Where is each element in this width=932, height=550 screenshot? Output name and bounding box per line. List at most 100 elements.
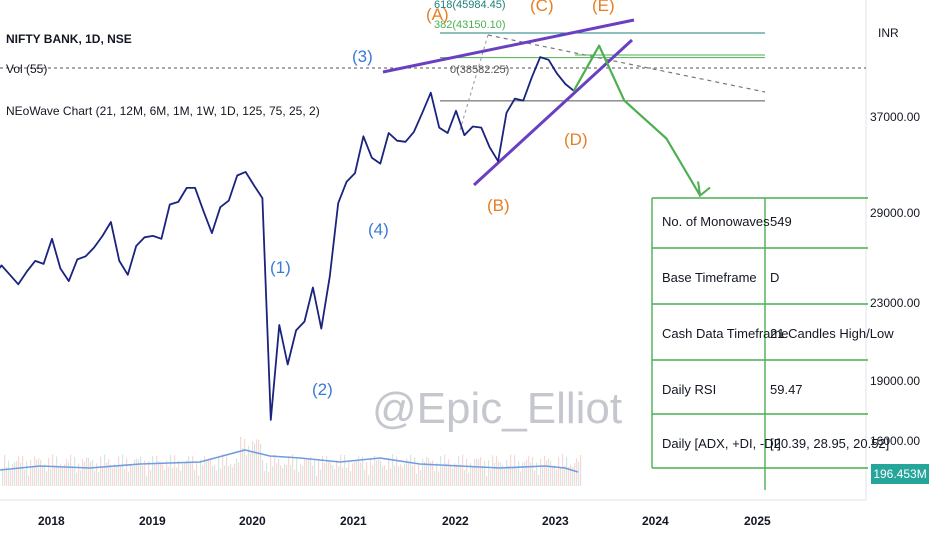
volume-bar	[236, 458, 238, 486]
volume-bar	[56, 456, 58, 486]
price-line	[0, 56, 575, 421]
volume-bar	[144, 460, 146, 486]
symbol-title[interactable]: NIFTY BANK, 1D, NSE	[6, 32, 132, 46]
volume-bar	[472, 465, 474, 486]
volume-bar	[182, 463, 184, 486]
volume-bar	[496, 456, 498, 486]
volume-bar	[428, 458, 430, 486]
volume-bar	[246, 455, 248, 486]
volume-bar	[346, 467, 348, 486]
volume-bar	[494, 462, 496, 486]
volume-bar	[510, 454, 512, 486]
volume-bar	[340, 454, 342, 486]
volume-bar	[336, 460, 338, 486]
volume-bar	[258, 439, 260, 486]
y-tick: 23000.00	[870, 296, 921, 310]
volume-bar	[442, 466, 444, 486]
volume-bar	[570, 464, 572, 486]
volume-bar	[46, 471, 48, 486]
volume-bar	[218, 457, 220, 486]
volume-bar	[400, 464, 402, 486]
volume-bar	[430, 461, 432, 486]
volume-bar	[324, 462, 326, 486]
volume-bar	[326, 456, 328, 486]
retrace-dashed-line	[459, 34, 489, 131]
fib-label-0: 0(38582.25)	[450, 64, 510, 76]
volume-bar	[226, 456, 228, 486]
x-tick: 2019	[139, 514, 166, 528]
volume-bar	[172, 467, 174, 486]
volume-bar	[354, 461, 356, 486]
volume-bar	[174, 454, 176, 486]
volume-bar	[316, 475, 318, 486]
y-tick: 19000.00	[870, 374, 921, 388]
volume-bar	[314, 460, 316, 486]
upper-trendline	[382, 18, 635, 74]
volume-bar	[528, 456, 530, 486]
volume-bar	[520, 471, 522, 486]
volume-bar	[446, 463, 448, 486]
volume-bar	[58, 465, 60, 486]
volume-bar	[418, 464, 420, 486]
volume-bar	[262, 459, 264, 486]
volume-bar	[344, 455, 346, 486]
volume-bar	[160, 462, 162, 486]
volume-bar	[538, 475, 540, 486]
volume-bar	[12, 464, 14, 486]
volume-bar	[222, 454, 224, 486]
volume-bar	[334, 469, 336, 486]
wave-label-A: (A)	[426, 5, 449, 24]
volume-bar	[332, 464, 334, 486]
volume-bar	[94, 470, 96, 486]
projection-line	[572, 44, 702, 197]
volume-bar	[436, 462, 438, 486]
volume-bar	[378, 458, 380, 486]
volume-bar	[96, 463, 98, 486]
wave-label-E: (E)	[592, 0, 615, 15]
table-value: 549	[770, 214, 792, 229]
volume-bar	[198, 475, 200, 486]
volume-bar	[38, 458, 40, 486]
volume-bar	[452, 468, 454, 486]
volume-bar	[122, 454, 124, 486]
volume-bar	[252, 440, 254, 486]
volume-bar	[4, 454, 6, 486]
volume-bar	[420, 470, 422, 486]
volume-bar	[264, 470, 266, 486]
volume-bar	[408, 462, 410, 486]
volume-bar	[60, 463, 62, 486]
price-series	[0, 44, 711, 421]
volume-bar	[562, 454, 564, 486]
volume-legend[interactable]: Vol (55)	[6, 62, 48, 76]
volume-bar	[28, 475, 30, 486]
volume-bar	[36, 459, 38, 486]
y-tick: 29000.00	[870, 206, 921, 220]
volume-bar	[370, 459, 372, 486]
x-tick: 2022	[442, 514, 469, 528]
volume-bar	[24, 469, 26, 486]
indicator-legend[interactable]: NEoWave Chart (21, 12M, 6M, 1M, 1W, 1D, …	[6, 104, 320, 118]
projection-dashed-line	[487, 34, 766, 93]
volume-bar	[490, 469, 492, 486]
volume-bar	[134, 459, 136, 486]
volume-bar	[138, 459, 140, 486]
volume-bar	[168, 466, 170, 486]
volume-bar	[166, 460, 168, 486]
volume-bar	[2, 468, 4, 486]
volume-bar	[274, 454, 276, 486]
volume-bar	[68, 462, 70, 486]
volume-bar	[352, 463, 354, 486]
volume-bar	[40, 459, 42, 486]
volume-bar	[70, 454, 72, 486]
volume-bar	[568, 466, 570, 486]
volume-bar	[542, 465, 544, 486]
volume-bar	[518, 461, 520, 486]
volume-bar	[478, 459, 480, 486]
volume-bar	[464, 470, 466, 486]
volume-bar	[188, 456, 190, 486]
volume-bar	[156, 456, 158, 486]
volume-bar	[364, 470, 366, 486]
volume-bar	[312, 465, 314, 486]
volume-bar	[110, 464, 112, 486]
